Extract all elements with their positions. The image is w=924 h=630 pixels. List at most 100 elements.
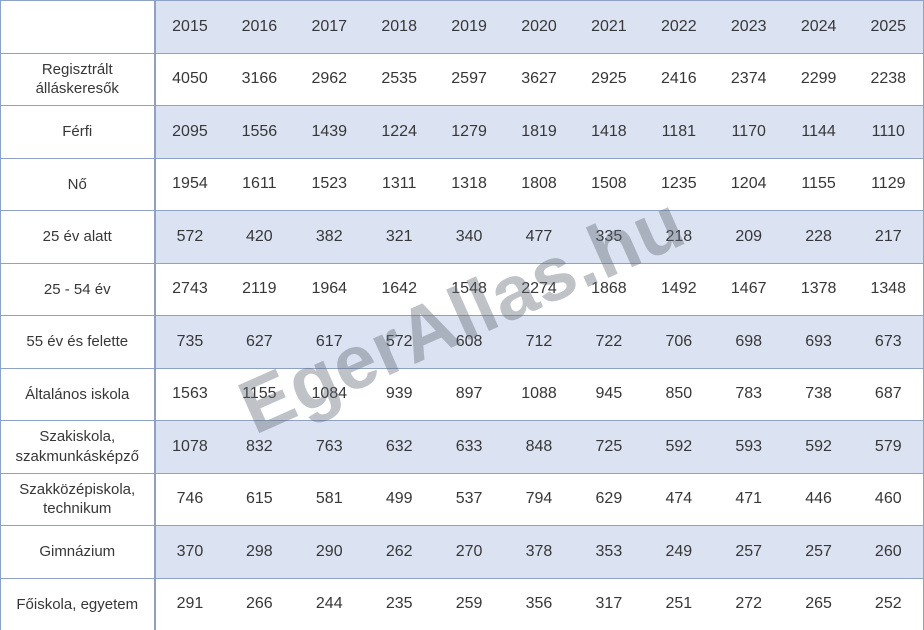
data-cell: 592	[643, 420, 714, 474]
table-row: Férfi 2095 1556 1439 1224 1279 1819 1418 1181 117…	[0, 105, 924, 159]
data-cell: 1224	[364, 105, 435, 159]
data-cell: 1439	[294, 105, 365, 159]
data-cell: 738	[783, 367, 854, 421]
data-cell: 265	[783, 577, 854, 630]
row-label: Gimnázium	[0, 525, 156, 579]
data-cell: 572	[154, 210, 225, 264]
data-cell: 3627	[504, 52, 574, 106]
table-row: Nő 1954 1611 1523 1311 1318 1808 1508 1235 1204 11…	[0, 157, 924, 211]
data-cell: 633	[434, 420, 505, 474]
data-cell: 257	[783, 525, 854, 579]
data-cell: 794	[504, 472, 574, 526]
data-cell: 1348	[853, 262, 924, 316]
data-cell: 262	[364, 525, 435, 579]
table-row: Általános iskola 1563 1155 1084 939 897 1088 94…	[0, 367, 924, 421]
data-cell: 617	[294, 315, 365, 369]
data-cell: 1129	[853, 157, 924, 211]
data-cell: 1144	[783, 105, 854, 159]
data-cell: 2374	[713, 52, 784, 106]
data-cell: 746	[154, 472, 225, 526]
data-cell: 298	[224, 525, 295, 579]
row-label: Férfi	[0, 105, 156, 159]
data-cell: 499	[364, 472, 435, 526]
row-label: 25 - 54 év	[0, 262, 156, 316]
data-cell: 1378	[783, 262, 854, 316]
data-cell: 722	[573, 315, 644, 369]
data-cell: 228	[783, 210, 854, 264]
data-cell: 321	[364, 210, 435, 264]
data-cell: 1548	[434, 262, 505, 316]
data-cell: 209	[713, 210, 784, 264]
data-cell: 1181	[643, 105, 714, 159]
data-cell: 335	[573, 210, 644, 264]
data-cell: 251	[643, 577, 714, 630]
table-row: Főiskola, egyetem 291 266 244 235 259 356 317 25…	[0, 577, 924, 630]
year-header-cell: 2017	[294, 0, 365, 54]
row-label: Nő	[0, 157, 156, 211]
data-cell: 317	[573, 577, 644, 630]
data-cell: 1954	[154, 157, 225, 211]
data-cell: 257	[713, 525, 784, 579]
data-cell: 2095	[154, 105, 225, 159]
data-cell: 1078	[154, 420, 225, 474]
data-cell: 1868	[573, 262, 644, 316]
table-row: Gimnázium 370 298 290 262 270 378 353 249 257 257 2…	[0, 525, 924, 579]
data-cell: 249	[643, 525, 714, 579]
data-cell: 270	[434, 525, 505, 579]
data-cell: 3166	[224, 52, 295, 106]
data-cell: 2238	[853, 52, 924, 106]
data-cell: 2925	[573, 52, 644, 106]
data-cell: 235	[364, 577, 435, 630]
data-cell: 1819	[504, 105, 574, 159]
data-cell: 1279	[434, 105, 505, 159]
data-cell: 1492	[643, 262, 714, 316]
row-label: Általános iskola	[0, 367, 156, 421]
data-cell: 266	[224, 577, 295, 630]
year-header-cell: 2016	[224, 0, 295, 54]
row-label: Szakközépiskola, technikum	[0, 472, 156, 526]
data-cell: 4050	[154, 52, 225, 106]
data-cell: 340	[434, 210, 505, 264]
data-cell: 725	[573, 420, 644, 474]
data-cell: 290	[294, 525, 365, 579]
data-cell: 420	[224, 210, 295, 264]
row-label: 55 év és felette	[0, 315, 156, 369]
data-cell: 629	[573, 472, 644, 526]
year-header-cell: 2022	[643, 0, 714, 54]
data-cell: 2274	[504, 262, 574, 316]
data-cell: 1467	[713, 262, 784, 316]
data-cell: 1155	[783, 157, 854, 211]
data-cell: 1311	[364, 157, 435, 211]
data-cell: 471	[713, 472, 784, 526]
data-cell: 673	[853, 315, 924, 369]
data-cell: 572	[364, 315, 435, 369]
year-header-cell: 2024	[783, 0, 854, 54]
data-cell: 2743	[154, 262, 225, 316]
data-cell: 1155	[224, 367, 295, 421]
data-cell: 735	[154, 315, 225, 369]
data-cell: 581	[294, 472, 365, 526]
data-cell: 706	[643, 315, 714, 369]
data-cell: 272	[713, 577, 784, 630]
year-header-cell: 2015	[154, 0, 225, 54]
row-label: 25 év alatt	[0, 210, 156, 264]
data-cell: 2416	[643, 52, 714, 106]
data-cell: 783	[713, 367, 784, 421]
data-cell: 1318	[434, 157, 505, 211]
table-header: 2015 2016 2017 2018 2019 2020 2021 2022 2023 2024…	[0, 0, 924, 54]
data-cell: 356	[504, 577, 574, 630]
data-cell: 1088	[504, 367, 574, 421]
data-cell: 1508	[573, 157, 644, 211]
data-cell: 259	[434, 577, 505, 630]
data-cell: 615	[224, 472, 295, 526]
data-cell: 2962	[294, 52, 365, 106]
data-cell: 608	[434, 315, 505, 369]
data-cell: 218	[643, 210, 714, 264]
data-cell: 474	[643, 472, 714, 526]
data-cell: 939	[364, 367, 435, 421]
data-cell: 2597	[434, 52, 505, 106]
data-cell: 850	[643, 367, 714, 421]
data-cell: 592	[783, 420, 854, 474]
